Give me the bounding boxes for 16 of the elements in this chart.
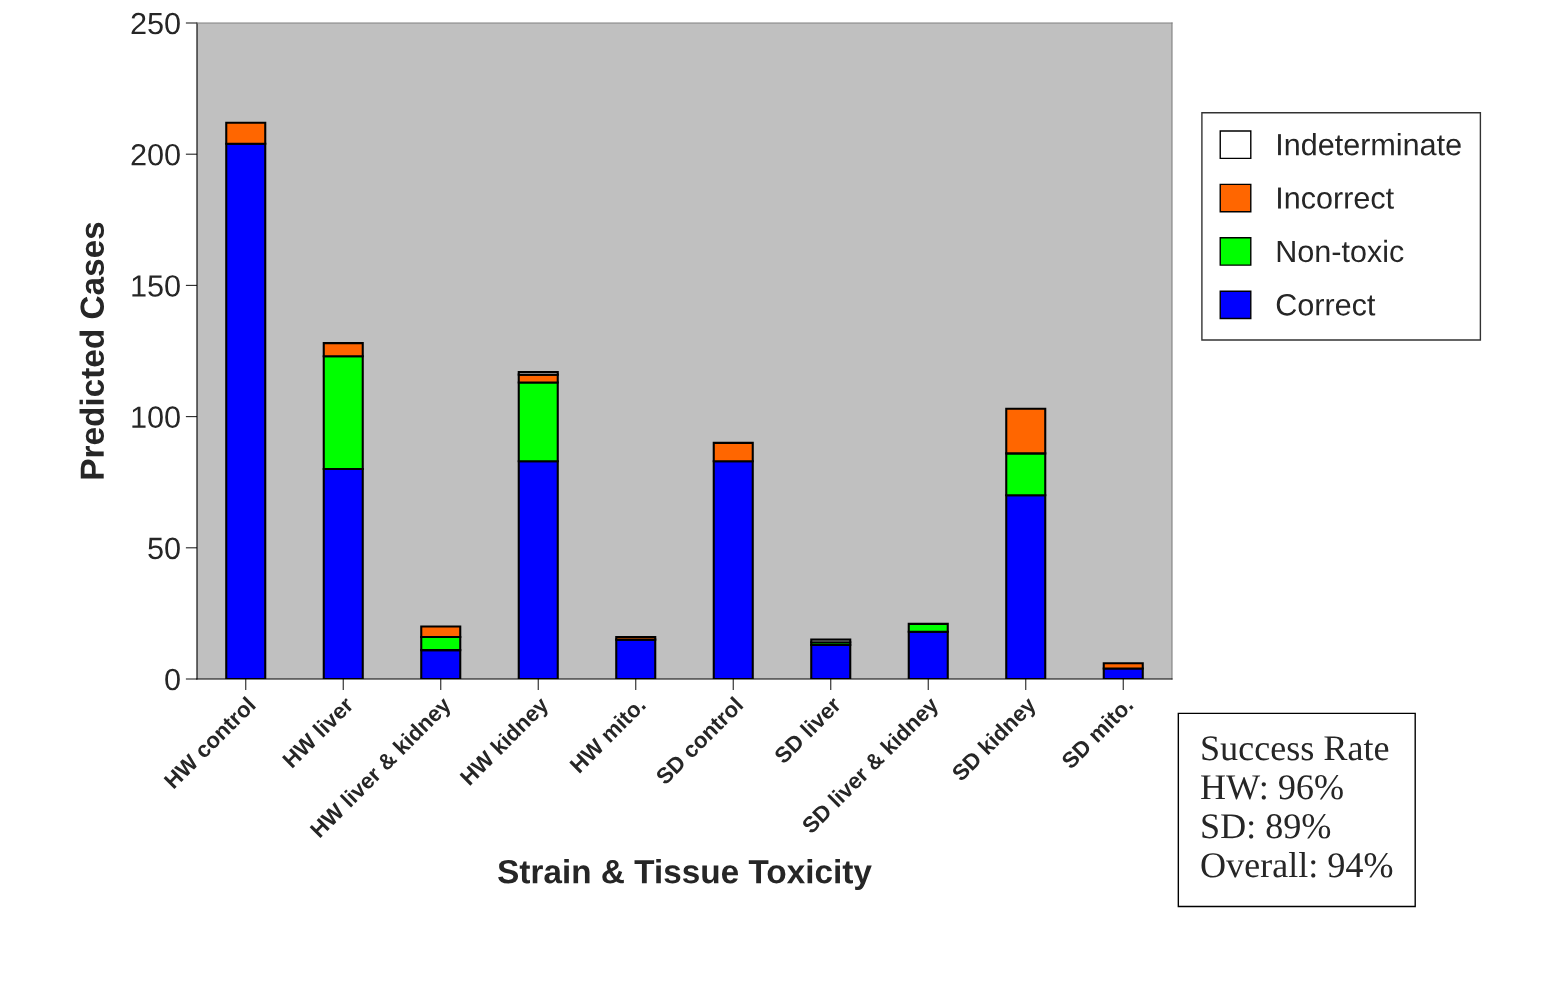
text: SD: 89% [1202,814,1331,839]
y-axis-title: Predicted Cases [79,222,105,479]
legend-label: Indeterminate [1278,133,1461,156]
legend-label: Correct [1276,294,1376,316]
legend-label: Non-toxic [1277,239,1404,263]
y-tick-label: 150 [132,275,180,297]
text: Overall: 94% [1201,852,1393,878]
y-tick-label: 0 [165,668,180,691]
y-tick-label: 250 [131,12,180,35]
text: Success Rate [1202,736,1389,761]
y-tick-label: 100 [132,406,180,428]
x-axis-title: Strain & Tissue Toxicity [498,859,872,891]
legend-label: Incorrect [1278,187,1394,209]
text: HW: 96% [1201,775,1343,800]
y-tick-label: 200 [131,143,180,166]
y-tick-label: 50 [148,537,180,560]
